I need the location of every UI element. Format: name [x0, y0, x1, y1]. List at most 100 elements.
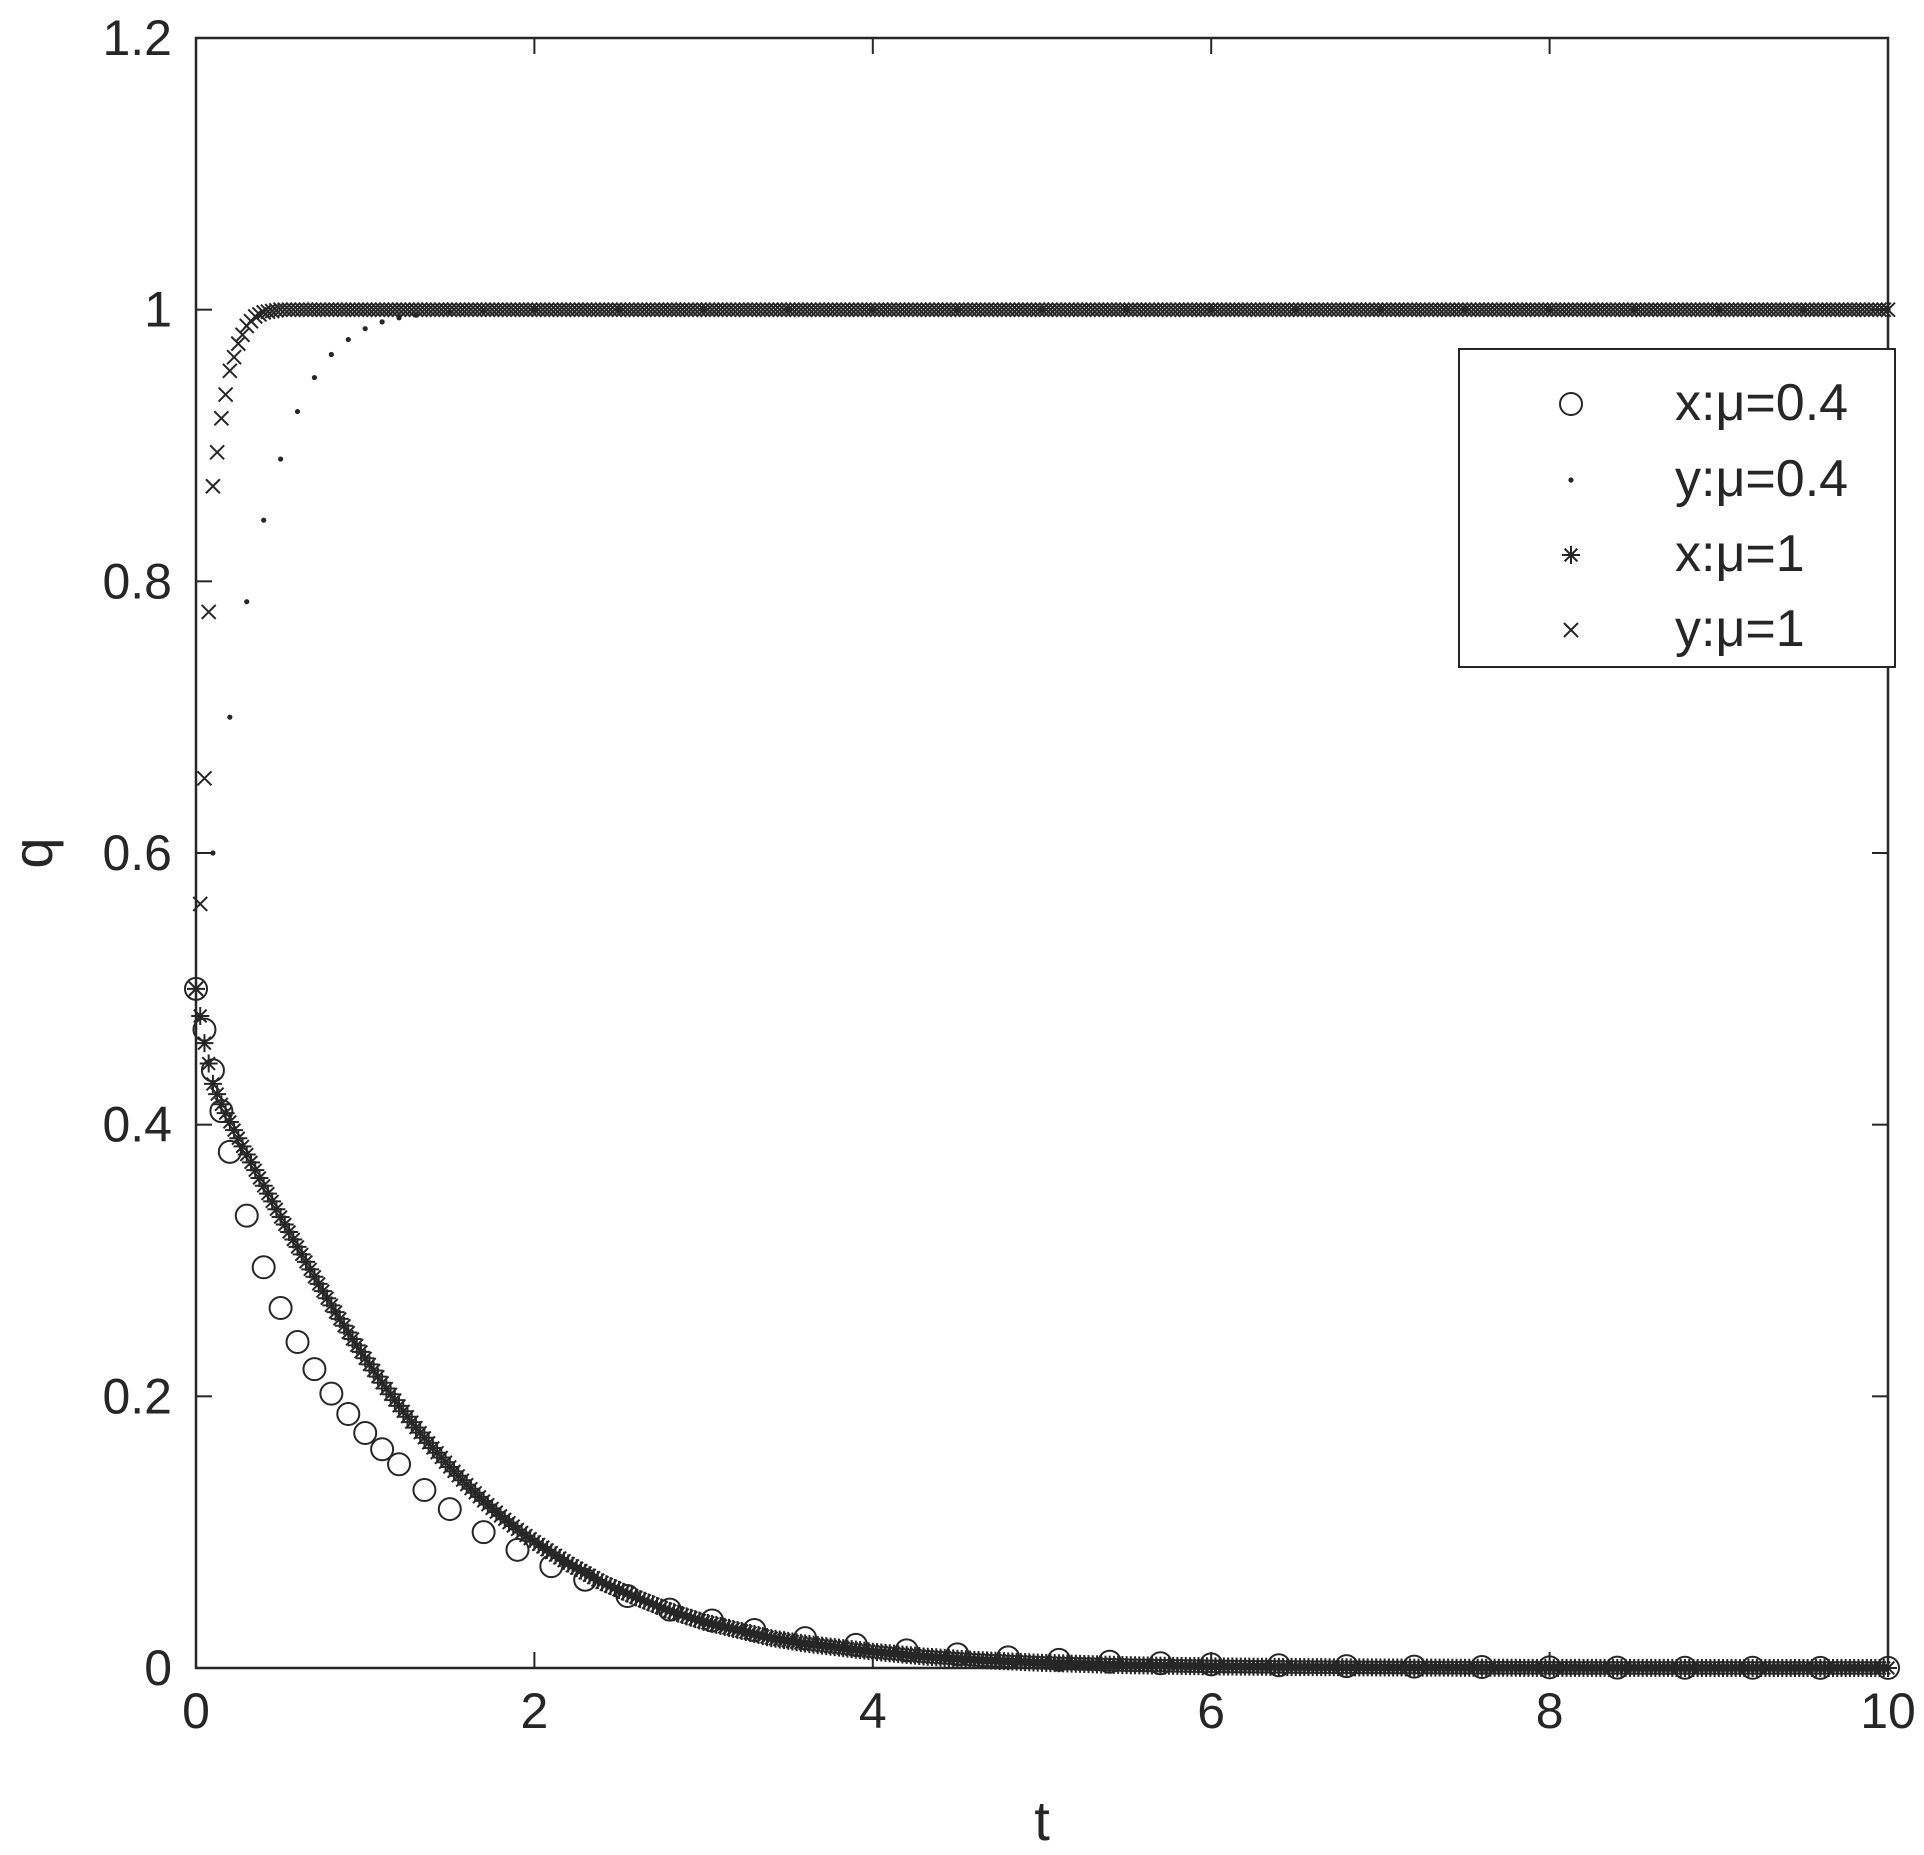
data-point [258, 1184, 277, 1203]
y-tick-label: 1.2 [102, 10, 172, 66]
data-point [584, 1568, 603, 1587]
data-point [261, 517, 267, 523]
series-3 [188, 301, 1896, 997]
data-point [563, 1556, 582, 1575]
y-tick-label: 0.8 [102, 553, 172, 609]
y-tick-label: 0 [144, 1640, 172, 1696]
data-point [597, 1575, 616, 1594]
data-point [529, 1535, 548, 1554]
legend-label-x-mu-0-4: x:μ=0.4 [1675, 374, 1848, 432]
data-point [686, 1610, 705, 1629]
data-point [222, 363, 238, 379]
legend-box [1458, 348, 1896, 668]
data-point [254, 1176, 273, 1195]
legend-label-y-mu-1: y:μ=1 [1675, 600, 1805, 658]
x-tick-label: 10 [1860, 1683, 1916, 1739]
data-point [749, 1626, 768, 1645]
data-point [217, 386, 234, 403]
data-point [614, 1582, 633, 1601]
data-point [664, 1603, 683, 1622]
data-point [698, 1613, 717, 1632]
data-point [292, 1245, 311, 1264]
data-point [210, 850, 216, 856]
data-point [368, 1367, 387, 1386]
data-marks [184, 301, 1900, 1680]
data-point [618, 1584, 637, 1603]
data-point [412, 1478, 437, 1503]
y-axis-title: q [1, 837, 64, 868]
data-point [301, 1260, 320, 1279]
data-point [387, 1452, 412, 1477]
data-point [296, 1252, 315, 1271]
data-point [199, 1054, 218, 1073]
data-point [339, 1323, 358, 1342]
data-point [377, 1379, 396, 1398]
data-point [741, 1624, 760, 1643]
data-point [580, 1566, 599, 1585]
data-point [538, 1540, 557, 1559]
data-point [233, 1137, 252, 1156]
data-point [351, 1342, 370, 1361]
data-point [567, 1559, 586, 1578]
data-point [335, 1316, 354, 1335]
data-point [294, 408, 301, 415]
data-point [364, 1361, 383, 1380]
data-point [360, 1355, 379, 1374]
data-point [571, 1561, 590, 1580]
data-point [353, 1421, 378, 1446]
data-point [373, 1373, 392, 1392]
data-point [225, 1121, 244, 1140]
data-point [318, 1289, 337, 1308]
data-point [251, 306, 268, 323]
data-point [234, 1203, 259, 1228]
data-point [694, 1612, 713, 1631]
data-point [343, 1329, 362, 1348]
data-point [319, 1381, 344, 1406]
data-point [381, 1385, 400, 1404]
data-point [247, 308, 263, 325]
data-point [196, 770, 213, 786]
data-point [669, 1604, 688, 1623]
data-point [305, 1267, 324, 1286]
data-point [250, 1168, 269, 1187]
data-point [251, 1255, 276, 1280]
data-point [280, 1222, 299, 1241]
data-point [610, 1580, 628, 1599]
data-point [736, 1623, 755, 1641]
data-point [707, 1615, 726, 1634]
data-point [732, 1621, 751, 1640]
x-axis-title: t [1034, 1789, 1050, 1852]
data-point [385, 1391, 404, 1410]
data-point [237, 1145, 256, 1164]
data-point [284, 1230, 303, 1249]
data-point [246, 1161, 265, 1180]
data-point [216, 1104, 235, 1123]
legend: x:μ=0.4 y:μ=0.4 x:μ=1 y:μ=1 [1458, 348, 1896, 668]
data-point [230, 335, 247, 352]
data-point [576, 1563, 595, 1582]
data-point [326, 1303, 345, 1322]
data-point [542, 1543, 561, 1562]
data-point [267, 1200, 286, 1219]
data-point [745, 1625, 764, 1644]
data-point [288, 1237, 307, 1256]
data-point [546, 1546, 565, 1565]
data-point [244, 599, 250, 605]
legend-markers [1559, 392, 1583, 638]
data-point [525, 1532, 544, 1551]
data-point [241, 1153, 260, 1172]
data-point [313, 1282, 332, 1301]
data-point [205, 478, 221, 494]
data-point [631, 1590, 650, 1609]
data-point [724, 1619, 743, 1638]
y-tick-label: 1 [144, 282, 172, 338]
legend-label-x-mu-1: x:μ=1 [1675, 525, 1805, 583]
data-point [711, 1616, 730, 1635]
data-point [758, 1628, 777, 1647]
data-point [275, 1215, 294, 1234]
data-point [285, 1330, 310, 1354]
data-point [379, 319, 385, 325]
data-point [622, 1586, 641, 1605]
data-point [605, 1579, 624, 1598]
